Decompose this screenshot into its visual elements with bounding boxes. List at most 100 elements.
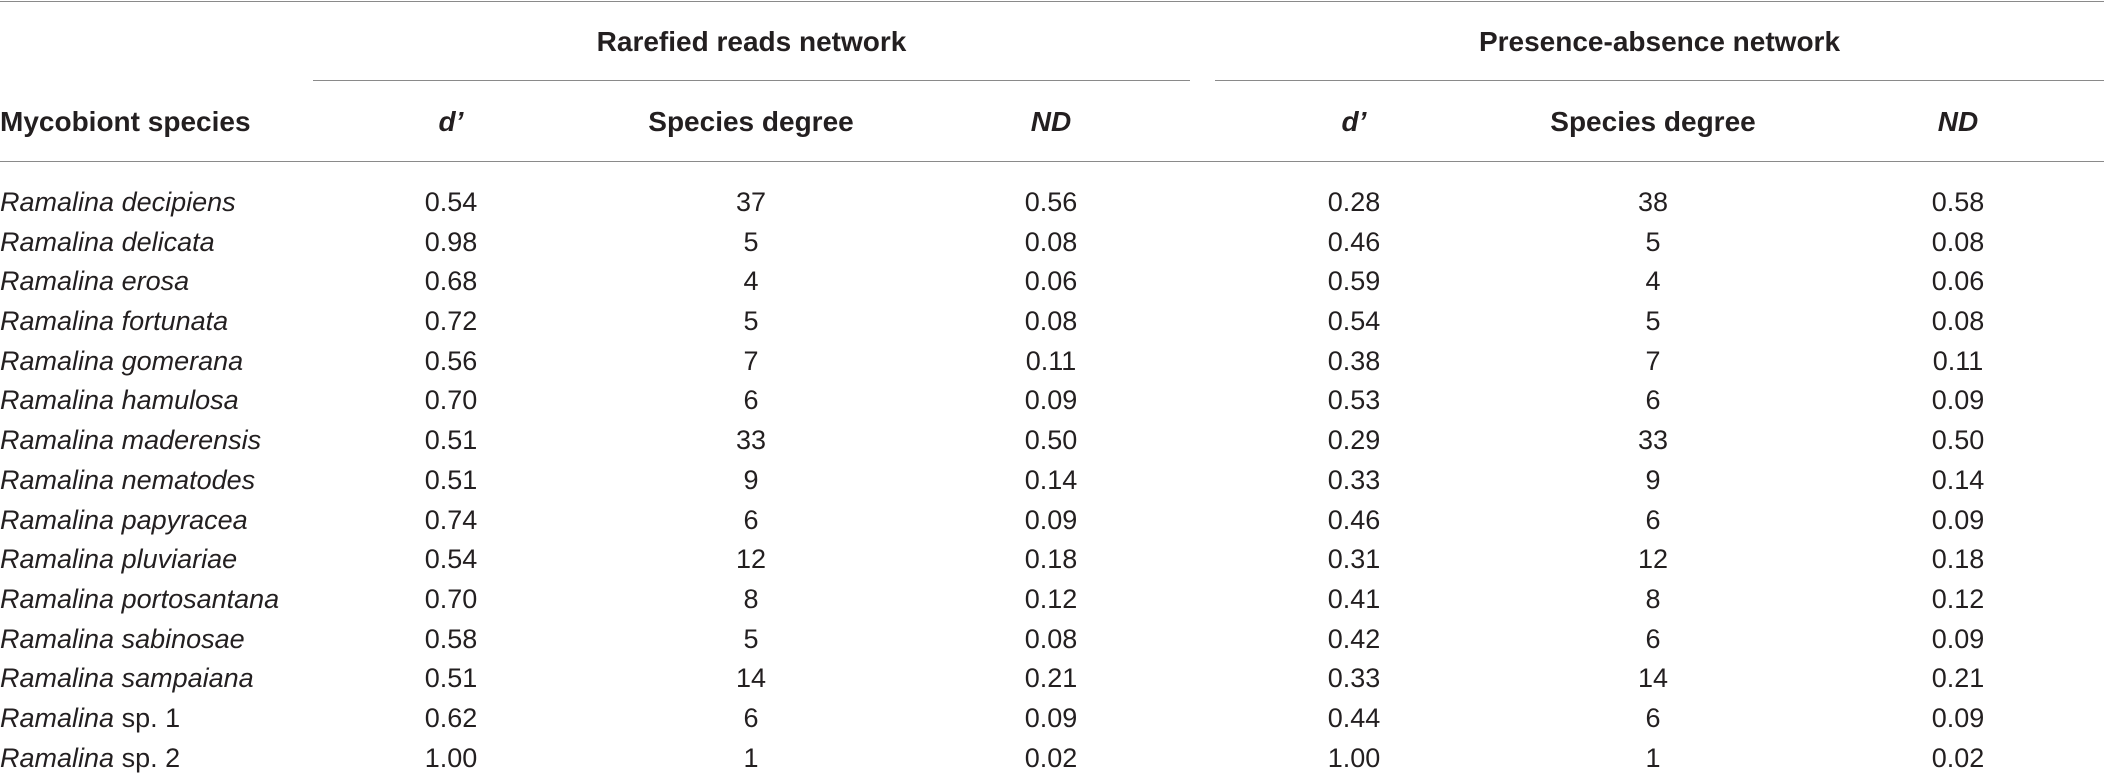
group-rule-rarefied (313, 80, 1190, 81)
species-epithet: sabinosae (121, 623, 245, 654)
species-epithet: sampaiana (121, 663, 254, 694)
presence-degree-cell: 7 (1645, 345, 1661, 376)
species-epithet: sp. 1 (121, 702, 181, 733)
rarefied-degree-cell: 5 (743, 623, 759, 654)
table-row: Ramalina sp. 2 1.00 1 0.02 1.00 1 0.02 (0, 738, 2104, 778)
genus-name: Ramalina (0, 663, 115, 694)
table-row: Ramalina maderensis 0.51 33 0.50 0.29 33 0.50 (0, 420, 2104, 460)
species-name-cell: Ramalina sabinosae (0, 619, 310, 659)
presence-nd-cell: 0.11 (1932, 345, 1984, 376)
presence-degree-cell: 6 (1645, 623, 1661, 654)
rarefied-nd-cell: 0.18 (1024, 544, 1078, 575)
species-epithet: nematodes (121, 464, 256, 495)
column-header-rarefied-nd: ND (1030, 106, 1072, 137)
species-name-cell: Ramalina portosantana (0, 579, 310, 619)
rarefied-d-prime-cell: 0.72 (424, 306, 478, 337)
column-header-presence-nd: ND (1937, 106, 1979, 137)
presence-d-prime-cell: 0.33 (1327, 663, 1381, 694)
genus-name: Ramalina (0, 425, 115, 456)
rarefied-nd-cell: 0.08 (1024, 623, 1078, 654)
rarefied-degree-cell: 37 (735, 187, 767, 217)
presence-degree-cell: 5 (1645, 306, 1661, 337)
presence-degree-cell: 1 (1645, 742, 1661, 773)
presence-d-prime-cell: 0.41 (1327, 583, 1381, 614)
rarefied-d-prime-cell: 0.51 (424, 464, 478, 495)
presence-nd-cell: 0.09 (1931, 385, 1985, 416)
rarefied-nd-cell: 0.11 (1025, 345, 1077, 376)
table-row: Ramalina papyracea 0.74 6 0.09 0.46 6 0.09 (0, 500, 2104, 540)
genus-name: Ramalina (0, 623, 115, 654)
table-row: Ramalina nematodes 0.51 9 0.14 0.33 9 0.14 (0, 460, 2104, 500)
rarefied-nd-cell: 0.12 (1024, 583, 1078, 614)
rarefied-degree-cell: 4 (743, 266, 759, 297)
table-row: Ramalina delicata 0.98 5 0.08 0.46 5 0.08 (0, 222, 2104, 262)
rarefied-degree-cell: 7 (743, 345, 759, 376)
column-header-rarefied-d-prime: d’ (438, 106, 464, 137)
presence-d-prime-cell: 1.00 (1327, 742, 1381, 773)
presence-nd-cell: 0.12 (1931, 583, 1985, 614)
table-row: Ramalina portosantana 0.70 8 0.12 0.41 8 0.12 (0, 579, 2104, 619)
presence-d-prime-cell: 0.28 (1327, 187, 1381, 217)
table-row: Ramalina pluviariae 0.54 12 0.18 0.31 12 0.18 (0, 539, 2104, 579)
genus-name: Ramalina (0, 702, 115, 733)
species-epithet: delicata (121, 226, 215, 257)
presence-d-prime-cell: 0.53 (1327, 385, 1381, 416)
rarefied-nd-cell: 0.06 (1024, 266, 1078, 297)
rarefied-nd-cell: 0.14 (1024, 464, 1078, 495)
species-epithet: fortunata (121, 306, 229, 337)
rarefied-d-prime-cell: 0.54 (424, 187, 478, 217)
presence-d-prime-cell: 0.31 (1327, 544, 1381, 575)
presence-nd-cell: 0.02 (1931, 742, 1985, 773)
rarefied-d-prime-cell: 0.98 (424, 226, 478, 257)
top-rule (0, 1, 2104, 2)
presence-d-prime-cell: 0.59 (1327, 266, 1381, 297)
species-name-cell: Ramalina nematodes (0, 460, 310, 500)
presence-nd-cell: 0.09 (1931, 623, 1985, 654)
rarefied-degree-cell: 6 (743, 385, 759, 416)
genus-name: Ramalina (0, 544, 115, 575)
presence-degree-cell: 6 (1645, 702, 1661, 733)
presence-d-prime-cell: 0.38 (1327, 345, 1381, 376)
rarefied-degree-cell: 8 (743, 583, 759, 614)
rarefied-nd-cell: 0.08 (1024, 226, 1078, 257)
presence-d-prime-cell: 0.29 (1327, 425, 1381, 456)
species-epithet: portosantana (121, 583, 280, 614)
genus-name: Ramalina (0, 504, 115, 535)
genus-name: Ramalina (0, 742, 115, 773)
species-epithet: maderensis (121, 425, 262, 456)
presence-degree-cell: 38 (1637, 187, 1669, 217)
genus-name: Ramalina (0, 266, 115, 297)
genus-name: Ramalina (0, 464, 115, 495)
species-name-cell: Ramalina papyracea (0, 500, 310, 540)
presence-d-prime-cell: 0.54 (1327, 306, 1381, 337)
column-header-rarefied-degree: Species degree (648, 106, 854, 137)
presence-d-prime-cell: 0.46 (1327, 504, 1381, 535)
presence-nd-cell: 0.09 (1931, 504, 1985, 535)
presence-degree-cell: 14 (1637, 663, 1669, 694)
presence-d-prime-cell: 0.33 (1327, 464, 1381, 495)
species-name-cell: Ramalina decipiens (0, 182, 310, 222)
table-row: Ramalina decipiens 0.54 37 0.56 0.28 38 0.58 (0, 182, 2104, 222)
genus-name: Ramalina (0, 226, 115, 257)
column-header-presence-degree: Species degree (1550, 106, 1756, 137)
table-body: Ramalina decipiens 0.54 37 0.56 0.28 38 0.58 Ra… (0, 182, 2104, 777)
presence-degree-cell: 8 (1645, 583, 1661, 614)
species-epithet: erosa (121, 266, 190, 297)
species-name-cell: Ramalina fortunata (0, 301, 310, 341)
column-header-presence-d-prime: d’ (1341, 106, 1367, 137)
rarefied-degree-cell: 5 (743, 306, 759, 337)
species-epithet: hamulosa (121, 385, 239, 416)
rarefied-d-prime-cell: 1.00 (424, 742, 478, 773)
rarefied-nd-cell: 0.50 (1024, 425, 1078, 456)
rarefied-nd-cell: 0.09 (1024, 702, 1078, 733)
rarefied-degree-cell: 14 (735, 663, 767, 694)
table-row: Ramalina erosa 0.68 4 0.06 0.59 4 0.06 (0, 261, 2104, 301)
species-name-cell: Ramalina pluviariae (0, 539, 310, 579)
rarefied-degree-cell: 9 (743, 464, 759, 495)
species-name-cell: Ramalina sp. 1 (0, 698, 310, 738)
genus-name: Ramalina (0, 583, 115, 614)
rarefied-nd-cell: 0.08 (1024, 306, 1078, 337)
presence-nd-cell: 0.08 (1931, 226, 1985, 257)
rarefied-degree-cell: 12 (735, 544, 767, 575)
rarefied-d-prime-cell: 0.51 (424, 425, 478, 456)
